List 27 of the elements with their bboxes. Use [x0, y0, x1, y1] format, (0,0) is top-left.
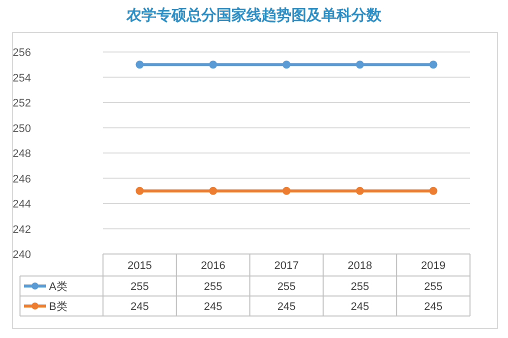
y-tick-label: 244	[12, 198, 31, 210]
data-label: 245	[204, 301, 222, 313]
y-tick-label: 240	[12, 249, 31, 261]
data-label: 255	[130, 281, 149, 293]
x-tick-label: 2019	[421, 260, 446, 272]
legend-label: B类	[49, 300, 68, 313]
y-tick-label: 250	[12, 122, 31, 135]
data-label: 245	[424, 301, 442, 313]
data-label: 255	[424, 281, 442, 293]
x-tick-label: 2018	[348, 260, 372, 272]
x-tick-label: 2017	[274, 260, 299, 272]
data-label: 245	[350, 301, 370, 313]
x-tick-label: 2016	[200, 260, 226, 272]
y-tick-label: 254	[12, 72, 31, 84]
chart-title: 农学专硕总分国家线趋势图及单科分数	[126, 6, 382, 24]
data-label: 255	[204, 281, 222, 293]
y-tick-label: 256	[12, 47, 31, 59]
x-tick-label: 2015	[127, 260, 152, 272]
legend-label: A类	[49, 280, 68, 293]
y-tick-label: 252	[12, 98, 31, 110]
y-tick-label: 246	[12, 173, 31, 186]
data-label: 255	[350, 281, 370, 293]
y-tick-label: 242	[12, 224, 31, 236]
y-tick-label: 248	[12, 148, 31, 160]
data-label: 245	[277, 301, 296, 313]
data-label: 245	[130, 301, 149, 313]
data-label: 255	[277, 281, 296, 293]
